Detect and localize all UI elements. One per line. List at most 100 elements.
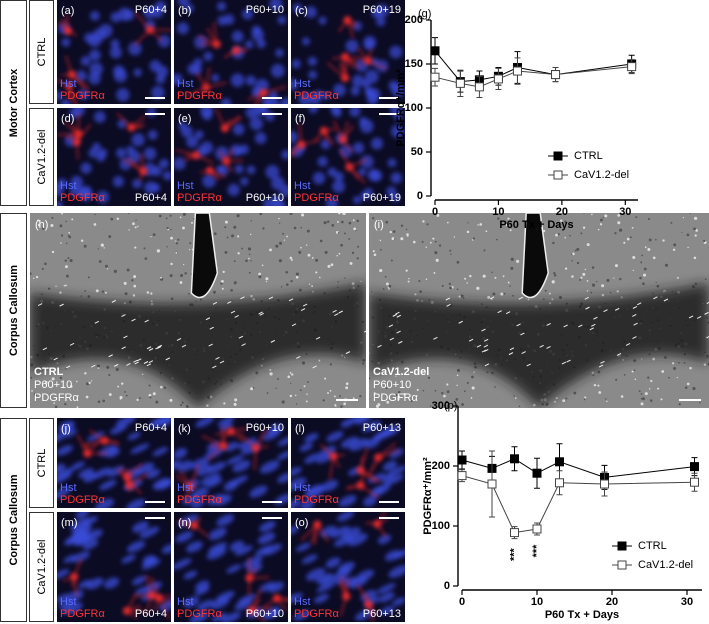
speck (163, 386, 167, 389)
nucleus (130, 443, 150, 454)
speck (416, 388, 419, 392)
panel-letter: (n) (178, 517, 191, 529)
fiber-cell (133, 359, 138, 363)
speck (334, 404, 337, 407)
fiber-cell (111, 299, 117, 303)
nucleus (57, 445, 73, 456)
nucleus (262, 198, 275, 206)
nucleus (332, 180, 346, 193)
fiber-cell (258, 311, 263, 315)
speck (655, 281, 657, 283)
cell-process (346, 19, 356, 29)
speck (278, 259, 282, 263)
speck (234, 398, 238, 402)
speck (673, 367, 677, 371)
fiber-cell (69, 342, 75, 346)
nucleus (267, 424, 283, 435)
y-tick-label: 200 (432, 460, 450, 472)
nucleus (291, 467, 302, 477)
nuclei (174, 0, 288, 104)
nucleus (177, 460, 194, 473)
nucleus (387, 465, 405, 477)
cell-process (339, 148, 351, 168)
fiber-cell (603, 309, 608, 313)
nucleus (271, 176, 285, 191)
speck (148, 384, 151, 387)
speck (568, 224, 571, 227)
cell-process (357, 47, 369, 62)
legend-marker (553, 170, 563, 180)
nucleus (251, 25, 262, 35)
speck (220, 282, 223, 285)
nucleus (155, 74, 166, 84)
speck (641, 254, 643, 257)
speck (108, 373, 111, 377)
cell-process (225, 160, 233, 173)
nucleus (336, 512, 355, 522)
speck (614, 264, 618, 268)
speck (466, 381, 469, 384)
speck (601, 284, 605, 288)
speck (613, 277, 615, 279)
speck (384, 275, 387, 278)
speck (324, 250, 328, 254)
nucleus (305, 6, 317, 19)
speck (336, 220, 339, 223)
cell-process (344, 54, 349, 78)
fiber-cell (516, 323, 521, 327)
speck (458, 295, 461, 298)
fiber-cell (108, 354, 113, 358)
cell-process (193, 524, 209, 538)
image-content (30, 213, 366, 408)
image-content (174, 418, 288, 508)
stain-label: Hst (177, 482, 194, 494)
speck (380, 248, 382, 251)
speck (248, 257, 250, 260)
cell-process (247, 92, 264, 101)
nucleus (127, 432, 141, 441)
speck (158, 214, 162, 218)
speck (672, 248, 676, 251)
nucleus (117, 7, 132, 22)
speck (485, 230, 488, 233)
speck (275, 244, 279, 248)
nucleus (142, 555, 156, 566)
nucleus (333, 83, 346, 97)
speck (166, 226, 169, 230)
nucleus (57, 200, 63, 206)
speck (181, 401, 184, 404)
speck (233, 281, 237, 285)
speck (385, 220, 388, 224)
speck (615, 378, 618, 381)
speck (143, 247, 146, 250)
nucleus (281, 149, 288, 160)
speck (166, 246, 168, 248)
cell-process (180, 470, 192, 488)
nucleus (249, 117, 263, 131)
cell-process (262, 597, 278, 609)
speck (223, 402, 226, 405)
nucleus (312, 171, 326, 185)
nucleus (157, 35, 171, 48)
fiber-cell (481, 328, 486, 332)
speck (395, 375, 397, 377)
nucleus (79, 187, 93, 202)
nucleus (92, 142, 101, 152)
cell-process (212, 21, 218, 45)
speck (224, 226, 227, 229)
speck (124, 390, 126, 393)
speck (175, 242, 179, 245)
speck (487, 295, 491, 299)
speck (670, 221, 673, 224)
speck (687, 246, 689, 249)
speck (509, 285, 511, 287)
cell-process (319, 443, 334, 457)
cell-process (63, 121, 79, 135)
speck (432, 237, 435, 240)
speck (135, 219, 137, 221)
speck (179, 216, 182, 219)
speck (643, 273, 647, 277)
cells (57, 112, 148, 182)
speck (55, 285, 57, 287)
panel-letter: (p) (444, 400, 457, 412)
